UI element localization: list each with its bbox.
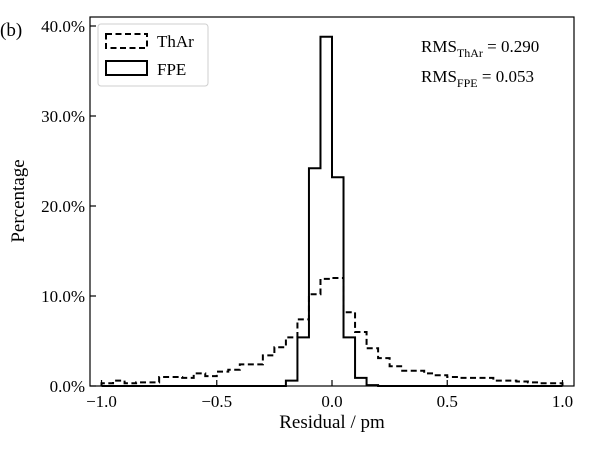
x-tick-label: −0.5: [201, 392, 232, 411]
panel-label: (b): [0, 20, 22, 41]
histogram-thar-series: [100, 277, 564, 386]
y-tick-label: 40.0%: [41, 17, 85, 36]
rms-thar-annotation: RMSThAr = 0.290: [421, 37, 539, 60]
legend-swatch-fpe: [105, 60, 148, 76]
rms-fpe-value: = 0.053: [478, 67, 534, 86]
rms-thar-sub: ThAr: [457, 46, 483, 60]
y-tick-label: 0.0%: [50, 377, 85, 396]
rms-fpe-base: RMS: [421, 67, 457, 86]
y-tick-label: 20.0%: [41, 197, 85, 216]
x-tick-label: 1.0: [552, 392, 573, 411]
rms-thar-base: RMS: [421, 37, 457, 56]
legend-box: [97, 23, 209, 87]
x-axis: −1.0 −0.5 0.0 0.5 1.0: [86, 380, 573, 411]
histogram-fpe-series: [101, 35, 563, 387]
y-tick-label: 10.0%: [41, 287, 85, 306]
histogram-series: [100, 35, 564, 387]
legend: ThAr FPE: [97, 23, 209, 87]
rms-fpe-sub: FPE: [457, 76, 478, 90]
rms-fpe-annotation: RMSFPE = 0.053: [421, 67, 534, 90]
legend-swatch-thar: [105, 33, 148, 49]
x-axis-label: Residual / pm: [279, 412, 385, 433]
y-axis-label: Percentage: [8, 159, 29, 242]
x-tick-label: −1.0: [86, 392, 117, 411]
rms-thar-value: = 0.290: [483, 37, 539, 56]
legend-label-fpe: FPE: [157, 60, 186, 79]
x-tick-label: 0.0: [321, 392, 342, 411]
legend-label-thar: ThAr: [157, 32, 194, 51]
y-tick-label: 30.0%: [41, 107, 85, 126]
y-axis: 0.0% 10.0% 20.0% 30.0% 40.0%: [41, 17, 96, 396]
x-tick-label: 0.5: [437, 392, 458, 411]
